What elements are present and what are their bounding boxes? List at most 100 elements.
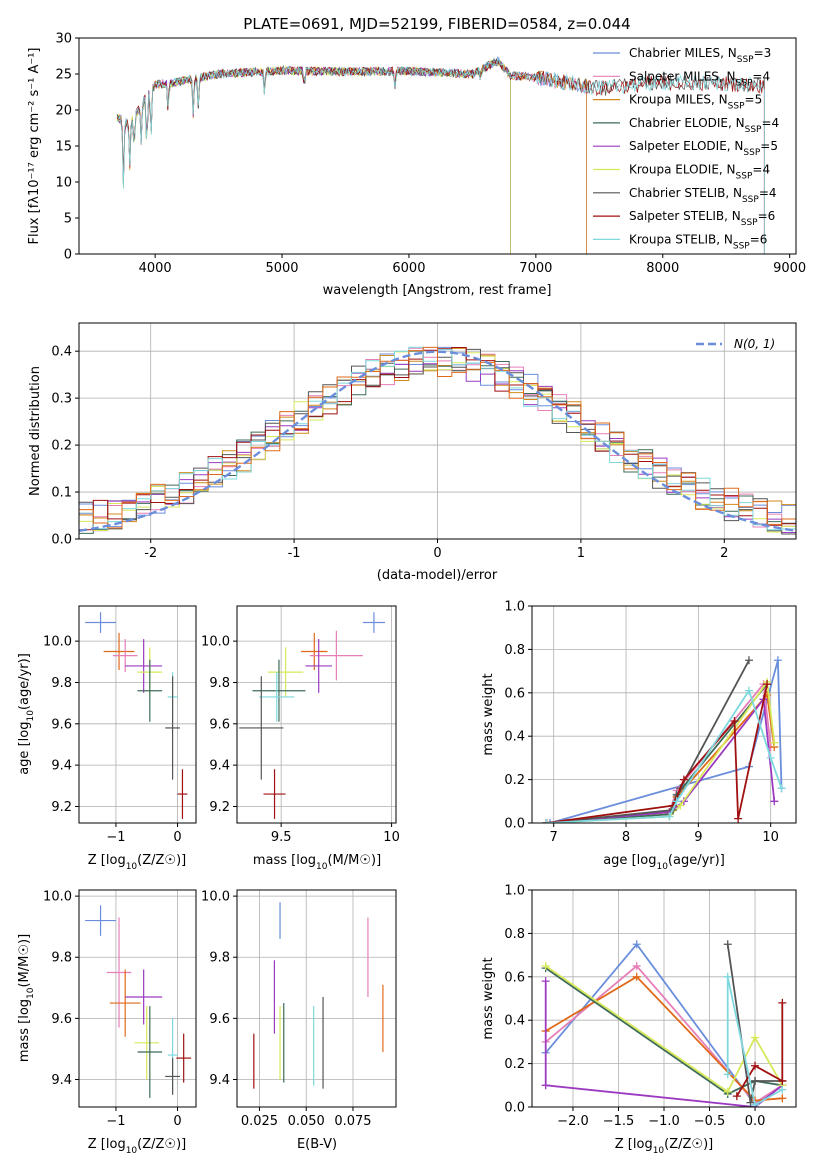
figure-title: PLATE=0691, MJD=52199, FIBERID=0584, z=0…: [243, 15, 630, 33]
residuals-panel: -2 -1 0 1 2 0.0 0.1 0.2 0.3 0.4 N(0, 1) (data-model…: [28, 322, 797, 583]
legend-entry: Kroupa STELIB, NSSP=6: [629, 232, 767, 251]
weight_vs_z-point-marker: [723, 1070, 732, 1079]
histogram-orange_alt: [79, 346, 796, 529]
weight_vs_age-point-marker: [546, 819, 555, 823]
legend-entry: Salpeter ELODIE, NSSP=5: [629, 139, 778, 158]
spectrum-legend: Chabrier MILES, NSSP=3 Salpeter MILES, NS…: [593, 46, 779, 251]
x-tick-label: 0.050: [288, 1114, 325, 1129]
weight_vs_z-point-marker: [751, 1033, 760, 1042]
y-tick-label: 0.4: [51, 345, 72, 360]
spectrum-line-salpeter_miles: [116, 59, 587, 254]
age-vs-z-x-label: Z [log10(Z/Z☉)]: [88, 853, 186, 872]
weight_vs_age-panel: 7 8 9 10 0.0 0.2 0.4 0.6 0.8 1.0 mass weight age [l…: [481, 600, 797, 872]
age-vs-z-y-label: age [log10(age/yr)]: [17, 653, 36, 775]
weight_vs_z-panel: −2.0 −1.5 −1.0 −0.5 0.0 0.0 0.2 0.4 0.6 0.8 1.0 mas…: [481, 884, 797, 1156]
x-tick-label: 2: [720, 546, 728, 561]
weight_vs_age-plot-area: [542, 656, 786, 823]
y-tick-label: 15: [55, 140, 72, 155]
y-tick-label: 25: [55, 68, 72, 83]
x-tick-label: 5000: [265, 261, 298, 276]
y-tick-label: 9.4: [209, 1073, 230, 1088]
axes-frame: [531, 605, 797, 824]
x-tick-label: 0.0: [745, 1114, 766, 1129]
weight_vs_age-series-line: [546, 683, 768, 823]
y-tick-label: 9.6: [209, 1012, 230, 1027]
x-tick-label: 8000: [646, 261, 679, 276]
weight_vs_age-point-marker: [665, 812, 674, 821]
weight_vs_age-point-marker: [730, 717, 739, 726]
y-tick-label: 0.4: [504, 1014, 525, 1029]
x-tick-label: 6000: [392, 261, 425, 276]
age-vs-mass-x-label: mass [log10(M/M☉)]: [253, 853, 381, 872]
spectrum-x-label: wavelength [Angstrom, rest frame]: [323, 283, 552, 298]
y-tick-label: 10.0: [43, 890, 72, 905]
weight_vs_age-series-line: [546, 692, 776, 823]
weight_vs_z-series-line: [736, 1002, 784, 1097]
y-tick-label: 9.4: [51, 759, 72, 774]
spectrum-line-kroupa_stelib: [116, 57, 765, 254]
panels: 4000 5000 6000 7000 8000 9000051015202530wave…: [17, 32, 806, 1157]
y-tick-label: 9.2: [51, 800, 72, 815]
weight_vs_age-point-marker: [672, 797, 681, 806]
weight_vs_z-point-marker: [541, 977, 550, 986]
weight_vs_z-y-label: mass weight: [481, 957, 496, 1039]
x-tick-label: −0.5: [694, 1114, 726, 1129]
weight_vs_z-point-marker: [541, 1081, 550, 1090]
weight_vs_z-point-marker: [541, 961, 550, 970]
x-tick-label: 0: [173, 830, 181, 845]
weight_vs_z-point-marker: [746, 1098, 755, 1107]
spectrum-panel: 4000 5000 6000 7000 8000 9000 0 5 10 15 20 25 30 wave…: [27, 32, 806, 299]
legend-entry: Chabrier ELODIE, NSSP=4: [629, 116, 779, 135]
x-tick-label: −1.0: [648, 1114, 680, 1129]
weight_vs_age-series-line: [546, 659, 750, 823]
weight_vs_z-point-marker: [723, 972, 732, 981]
x-tick-label: 8: [622, 830, 630, 845]
weight_vs_age-point-marker: [744, 656, 753, 665]
weight_vs_age-point-marker: [679, 775, 688, 784]
weight_vs_z-plot-area: [541, 940, 787, 1107]
legend-entry: Chabrier MILES, NSSP=3: [629, 46, 771, 65]
spectrum-line-chabrier_elodie: [116, 57, 511, 254]
x-tick-label: 9000: [773, 261, 806, 276]
mass_vs_z-plot-area: [85, 905, 192, 1098]
y-tick-label: 9.6: [51, 1012, 72, 1027]
axes-frame: [236, 605, 397, 824]
spectrum-line-chabrier_miles: [116, 55, 587, 254]
x-tick-label: 9.5: [271, 830, 292, 845]
y-tick-label: 0.6: [504, 970, 525, 985]
spectrum-line-salpeter_stelib: [116, 60, 765, 254]
weight_vs_z-series-line: [545, 975, 783, 1102]
weight_vs_age-point-marker: [766, 753, 775, 762]
y-tick-label: 0.4: [504, 730, 525, 745]
x-tick-label: −1: [106, 1114, 125, 1129]
normal-legend-label: N(0, 1): [734, 337, 775, 351]
axes-frame: [78, 889, 197, 1108]
spectrum-line-salpeter_elodie: [116, 57, 511, 254]
x-tick-label: 0.025: [241, 1114, 278, 1129]
weight_vs_age-series-line: [546, 688, 783, 823]
y-tick-label: 10: [55, 176, 72, 191]
weight_vs_z-series-line: [726, 976, 783, 1107]
y-tick-label: 10.0: [201, 635, 230, 650]
weight_vs_age-series-line: [546, 683, 768, 823]
weight_vs_age-point-marker: [773, 656, 782, 665]
y-tick-label: 10.0: [43, 635, 72, 650]
spectrum-y-label: Flux [fλ10⁻¹⁷ erg cm⁻² s⁻¹ A⁻¹]: [27, 48, 42, 245]
y-tick-label: 0.8: [504, 927, 525, 942]
legend-entry: Kroupa ELODIE, NSSP=4: [629, 163, 770, 182]
residuals-y-label: Normed distribution: [28, 366, 43, 496]
weight_vs_z-point-marker: [751, 1061, 760, 1070]
x-tick-label: 0.075: [334, 1114, 371, 1129]
legend-entry: Kroupa MILES, NSSP=5: [629, 93, 762, 112]
spectrum-line-chabrier_stelib: [116, 57, 765, 254]
mass-vs-ebv-x-label: E(B-V): [297, 1137, 337, 1152]
residuals-plot-area: [79, 346, 796, 535]
mass-vs-z-y-label: mass [log10(M/M☉)]: [17, 934, 36, 1062]
x-tick-label: 9: [694, 830, 702, 845]
mass_vs_ebv-plot-area: [253, 902, 384, 1089]
y-tick-label: 9.8: [51, 951, 72, 966]
x-tick-label: −1: [106, 830, 125, 845]
age_vs_mass-plot-area: [239, 612, 385, 819]
y-tick-label: 10.0: [201, 890, 230, 905]
x-tick-label: 0: [433, 546, 441, 561]
